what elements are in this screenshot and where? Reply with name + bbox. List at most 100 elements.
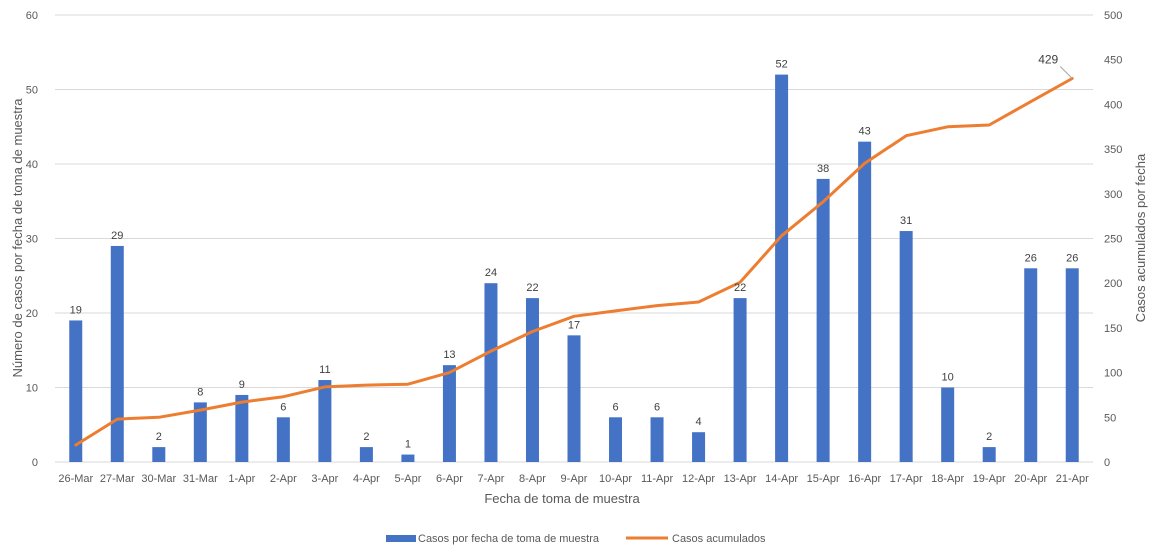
- bar-data-label: 6: [612, 401, 618, 413]
- bar: [525, 298, 539, 462]
- bar: [1024, 268, 1038, 462]
- x-tick-label: 7-Apr: [478, 473, 505, 485]
- bar-data-label: 22: [734, 282, 746, 294]
- legend-label-bar: Casos por fecha de toma de muestra: [418, 533, 600, 545]
- bar: [442, 365, 456, 462]
- bar: [235, 394, 249, 462]
- y-tick-label: 0: [32, 457, 38, 469]
- legend-label-line: Casos acumulados: [672, 533, 766, 545]
- bar: [609, 417, 623, 462]
- gridlines: [55, 14, 1093, 463]
- x-tick-label: 20-Apr: [1014, 473, 1047, 485]
- y2-tick-label: 200: [1104, 278, 1122, 290]
- x-tick-label: 18-Apr: [931, 473, 964, 485]
- bar: [152, 447, 166, 462]
- bar: [650, 417, 664, 462]
- y2-tick-label: 300: [1104, 189, 1122, 201]
- x-tick-label: 31-Mar: [183, 473, 218, 485]
- x-tick-label: 14-Apr: [765, 473, 798, 485]
- y-tick-label: 50: [26, 85, 38, 97]
- bar-data-label: 6: [280, 401, 286, 413]
- cumulative-line: [74, 77, 1074, 447]
- bar-data-label: 43: [859, 126, 871, 138]
- bar-data-label: 38: [817, 163, 829, 175]
- bar: [401, 454, 415, 462]
- callout-leader-line: [1059, 66, 1073, 79]
- y-tick-label: 40: [26, 159, 38, 171]
- bar-data-label: 1: [405, 439, 411, 451]
- y-tick-label: 60: [26, 10, 38, 22]
- bar: [775, 74, 789, 462]
- x-tick-label: 9-Apr: [561, 473, 588, 485]
- bar-data-label: 8: [197, 386, 203, 398]
- bar: [359, 447, 373, 462]
- y-tick-label: 10: [26, 383, 38, 395]
- bar-data-label: 29: [111, 230, 123, 242]
- y-axis-title: Número de casos por fecha de toma de mue…: [10, 98, 25, 378]
- y2-tick-label: 350: [1104, 144, 1122, 156]
- bar-data-label: 2: [986, 431, 992, 443]
- bar: [318, 380, 332, 462]
- x-tick-label: 17-Apr: [890, 473, 923, 485]
- x-tick-label: 19-Apr: [973, 473, 1006, 485]
- y2-tick-label: 450: [1104, 55, 1122, 67]
- bar: [484, 283, 498, 462]
- x-tick-label: 10-Apr: [599, 473, 632, 485]
- bar-data-label: 2: [156, 431, 162, 443]
- bar-series: [69, 74, 1079, 462]
- bar: [276, 417, 290, 462]
- y2-tick-label: 100: [1104, 368, 1122, 380]
- bar-data-label: 26: [1066, 252, 1078, 264]
- x-tick-label: 8-Apr: [519, 473, 546, 485]
- bar: [69, 320, 83, 462]
- bar: [941, 387, 955, 462]
- bar-data-label: 26: [1025, 252, 1037, 264]
- bar-data-label: 24: [485, 267, 497, 279]
- line-series: [74, 77, 1074, 447]
- left-axis-ticks: 0 10 20 30 40 50 60: [26, 10, 38, 469]
- bar-data-label: 4: [695, 416, 701, 428]
- bar: [692, 432, 706, 462]
- x-tick-label: 15-Apr: [807, 473, 840, 485]
- bar-data-label: 10: [942, 372, 954, 384]
- x-tick-label: 4-Apr: [353, 473, 380, 485]
- y2-tick-label: 0: [1104, 457, 1110, 469]
- bar: [858, 141, 872, 462]
- bar: [1065, 268, 1079, 462]
- x-tick-label: 6-Apr: [436, 473, 463, 485]
- right-axis-ticks: 0 50 100 150 200 250 300 350 400 450 500: [1104, 10, 1122, 469]
- x-tick-label: 16-Apr: [848, 473, 881, 485]
- x-tick-label: 11-Apr: [641, 473, 674, 485]
- bar: [816, 178, 830, 462]
- bar-data-label: 11: [319, 364, 330, 376]
- y2-tick-label: 150: [1104, 323, 1122, 335]
- bar-data-label: 19: [70, 304, 82, 316]
- x-tick-label: 13-Apr: [724, 473, 757, 485]
- callout-label: 429: [1038, 52, 1058, 66]
- bar-data-label: 6: [654, 401, 660, 413]
- legend: Casos por fecha de toma de muestra Casos…: [386, 533, 766, 545]
- bar-data-label: 22: [526, 282, 538, 294]
- x-axis-ticks: 26-Mar 27-Mar 30-Mar 31-Mar 1-Apr 2-Apr 3-Apr 4…: [58, 473, 1089, 485]
- bar-data-labels: 19 29 2 8 9 6 11 2 1 13 24 22 17 6 6 4 22 52 38 43 31 10 2 26 26: [70, 59, 1079, 451]
- x-tick-label: 3-Apr: [311, 473, 338, 485]
- bar: [193, 402, 207, 462]
- x-tick-label: 21-Apr: [1056, 473, 1089, 485]
- x-tick-label: 30-Mar: [141, 473, 176, 485]
- x-tick-label: 5-Apr: [394, 473, 421, 485]
- bar-data-label: 31: [900, 215, 912, 227]
- bar-data-label: 52: [775, 59, 787, 71]
- legend-swatch-bar: [386, 535, 416, 542]
- bar-data-label: 2: [363, 431, 369, 443]
- bar-data-label: 13: [443, 349, 455, 361]
- bar-data-label: 17: [568, 319, 580, 331]
- bar: [982, 447, 996, 462]
- x-tick-label: 27-Mar: [100, 473, 135, 485]
- y2-tick-label: 400: [1104, 99, 1122, 111]
- x-tick-label: 2-Apr: [270, 473, 297, 485]
- y2-tick-label: 50: [1104, 412, 1116, 424]
- bar: [110, 245, 124, 462]
- bar: [567, 335, 581, 462]
- x-tick-label: 12-Apr: [682, 473, 715, 485]
